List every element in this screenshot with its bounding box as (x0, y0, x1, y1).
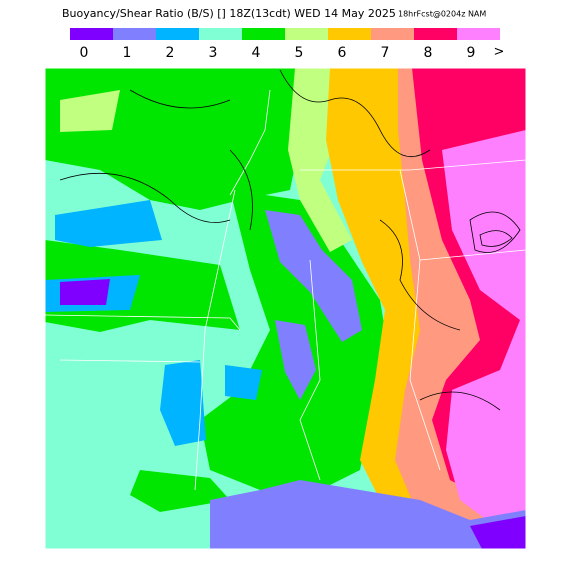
field (60, 90, 120, 132)
legend-label: 9 (467, 45, 476, 61)
legend-swatch (328, 28, 371, 40)
legend-label: 2 (166, 45, 175, 61)
legend-swatch (457, 28, 500, 40)
legend-label: 8 (424, 45, 433, 61)
legend-swatch (156, 28, 199, 40)
field (210, 480, 526, 549)
title: Buoyancy/Shear Ratio (B/S) [] 18Z(13cdt)… (62, 7, 396, 20)
legend-overflow: > (494, 45, 505, 60)
field (55, 200, 162, 247)
map (44, 67, 527, 550)
legend-label: 5 (295, 45, 304, 61)
legend: 0 1 2 3 4 5 6 7 8 9 > (70, 28, 504, 61)
field (160, 360, 206, 446)
field (265, 210, 362, 342)
legend-swatch (70, 28, 113, 40)
legend-swatch (199, 28, 242, 40)
legend-label: 0 (80, 45, 89, 61)
legend-label: 1 (123, 45, 132, 61)
legend-label: 7 (381, 45, 390, 61)
legend-label: 4 (252, 45, 261, 61)
legend-swatch (371, 28, 414, 40)
field (442, 130, 526, 549)
legend-swatch (285, 28, 328, 40)
legend-swatch (242, 28, 285, 40)
field (60, 279, 110, 305)
field (275, 320, 316, 400)
field (225, 365, 262, 400)
legend-label: 6 (338, 45, 347, 61)
contours (59, 69, 521, 411)
subtitle: 18hrFcst@0204z NAM (398, 10, 486, 19)
state-lines (44, 89, 527, 491)
map-frame (44, 67, 527, 550)
legend-label: 3 (209, 45, 218, 61)
legend-swatch (414, 28, 457, 40)
legend-swatch (113, 28, 156, 40)
field (470, 516, 526, 549)
field (130, 470, 230, 512)
